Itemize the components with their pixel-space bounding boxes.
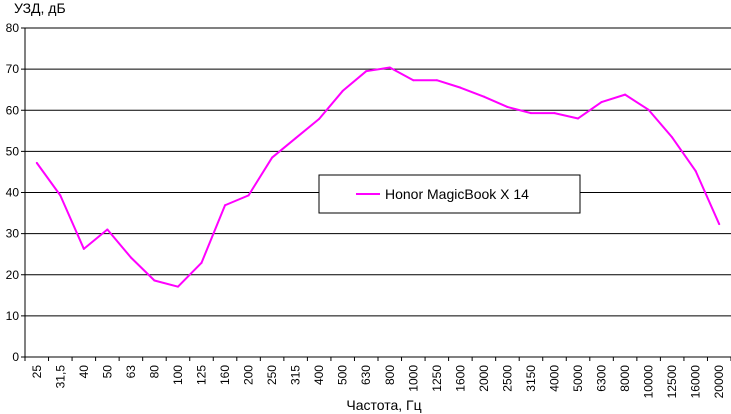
x-tick-label-12: 400	[312, 365, 326, 385]
y-axis-title: УЗД, дБ	[14, 0, 66, 16]
data-point-0-5	[153, 279, 156, 282]
x-tick-label-23: 5000	[571, 365, 585, 392]
data-point-0-21	[529, 112, 532, 115]
x-tick-label-1: 31,5	[53, 365, 67, 389]
x-tick-label-25: 8000	[618, 365, 632, 392]
data-point-0-3	[106, 228, 109, 231]
data-point-0-9	[247, 194, 250, 197]
x-tick-label-4: 63	[124, 365, 138, 379]
data-point-0-8	[224, 204, 227, 207]
x-tick-label-24: 6300	[595, 365, 609, 392]
data-point-0-22	[553, 112, 556, 115]
y-tick-label-60: 60	[6, 103, 20, 117]
x-axis-title: Частота, Гц	[346, 397, 421, 413]
data-point-0-17	[435, 79, 438, 82]
y-tick-label-30: 30	[6, 227, 20, 241]
data-point-0-6	[176, 285, 179, 288]
x-tick-label-14: 630	[359, 365, 373, 385]
data-point-0-19	[482, 95, 485, 98]
y-tick-labels: 0 10 20 30 40 50 60 70 80	[6, 21, 20, 364]
x-tick-label-27: 12500	[665, 365, 679, 399]
data-point-0-2	[82, 247, 85, 250]
x-tick-labels: 25 31,5 40 50 63 80 100 125 160 200 250 315 400 500 63…	[30, 365, 726, 399]
y-tick-label-80: 80	[6, 21, 20, 35]
series-line-0	[35, 66, 721, 288]
data-point-0-20	[506, 105, 509, 108]
data-point-0-4	[129, 256, 132, 259]
data-point-0-18	[459, 86, 462, 89]
x-tick-label-22: 4000	[548, 365, 562, 392]
data-point-0-1	[59, 194, 62, 197]
x-tick-label-6: 100	[171, 365, 185, 385]
x-tick-label-18: 1600	[453, 365, 467, 392]
y-tick-label-0: 0	[12, 350, 19, 364]
x-tick-label-7: 125	[195, 365, 209, 385]
x-tick-label-28: 16000	[689, 365, 703, 399]
axes	[21, 27, 731, 361]
data-point-0-24	[600, 101, 603, 104]
data-point-0-25	[624, 93, 627, 96]
data-point-0-29	[718, 223, 721, 226]
x-tick-label-26: 10000	[642, 365, 656, 399]
x-tick-label-10: 250	[265, 365, 279, 385]
x-tick-label-11: 315	[289, 365, 303, 385]
legend: Honor MagicBook X 14	[318, 174, 581, 214]
data-point-0-12	[318, 117, 321, 120]
y-tick-label-70: 70	[6, 62, 20, 76]
x-tick-label-29: 20000	[712, 365, 726, 399]
y-tick-label-10: 10	[6, 309, 20, 323]
x-tick-label-20: 2500	[500, 365, 514, 392]
x-tick-label-16: 1000	[406, 365, 420, 392]
legend-label: Honor MagicBook X 14	[385, 186, 529, 202]
y-tick-label-40: 40	[6, 186, 20, 200]
data-point-0-16	[412, 79, 415, 82]
x-tick-label-0: 25	[30, 365, 44, 379]
data-point-0-26	[647, 108, 650, 111]
gridlines	[25, 27, 731, 317]
x-tick-label-17: 1250	[430, 365, 444, 392]
x-tick-label-13: 500	[336, 365, 350, 385]
x-tick-label-5: 80	[147, 365, 161, 379]
x-tick-label-15: 800	[383, 365, 397, 385]
data-point-0-0	[35, 161, 38, 164]
series-layer	[35, 66, 721, 288]
y-tick-label-50: 50	[6, 144, 20, 158]
data-point-0-28	[694, 170, 697, 173]
x-tick-label-3: 50	[100, 365, 114, 379]
data-point-0-7	[200, 261, 203, 264]
data-point-0-14	[365, 70, 368, 73]
x-tick-label-9: 200	[242, 365, 256, 385]
x-tick-label-2: 40	[77, 365, 91, 379]
x-tick-label-21: 3150	[524, 365, 538, 392]
data-point-0-23	[577, 117, 580, 120]
data-point-0-10	[271, 156, 274, 159]
data-point-0-27	[671, 136, 674, 139]
data-point-0-13	[341, 89, 344, 92]
x-tick-label-19: 2000	[477, 365, 491, 392]
x-tick-label-8: 160	[218, 365, 232, 385]
data-point-0-11	[294, 137, 297, 140]
data-point-0-15	[388, 66, 391, 69]
y-tick-label-20: 20	[6, 268, 20, 282]
